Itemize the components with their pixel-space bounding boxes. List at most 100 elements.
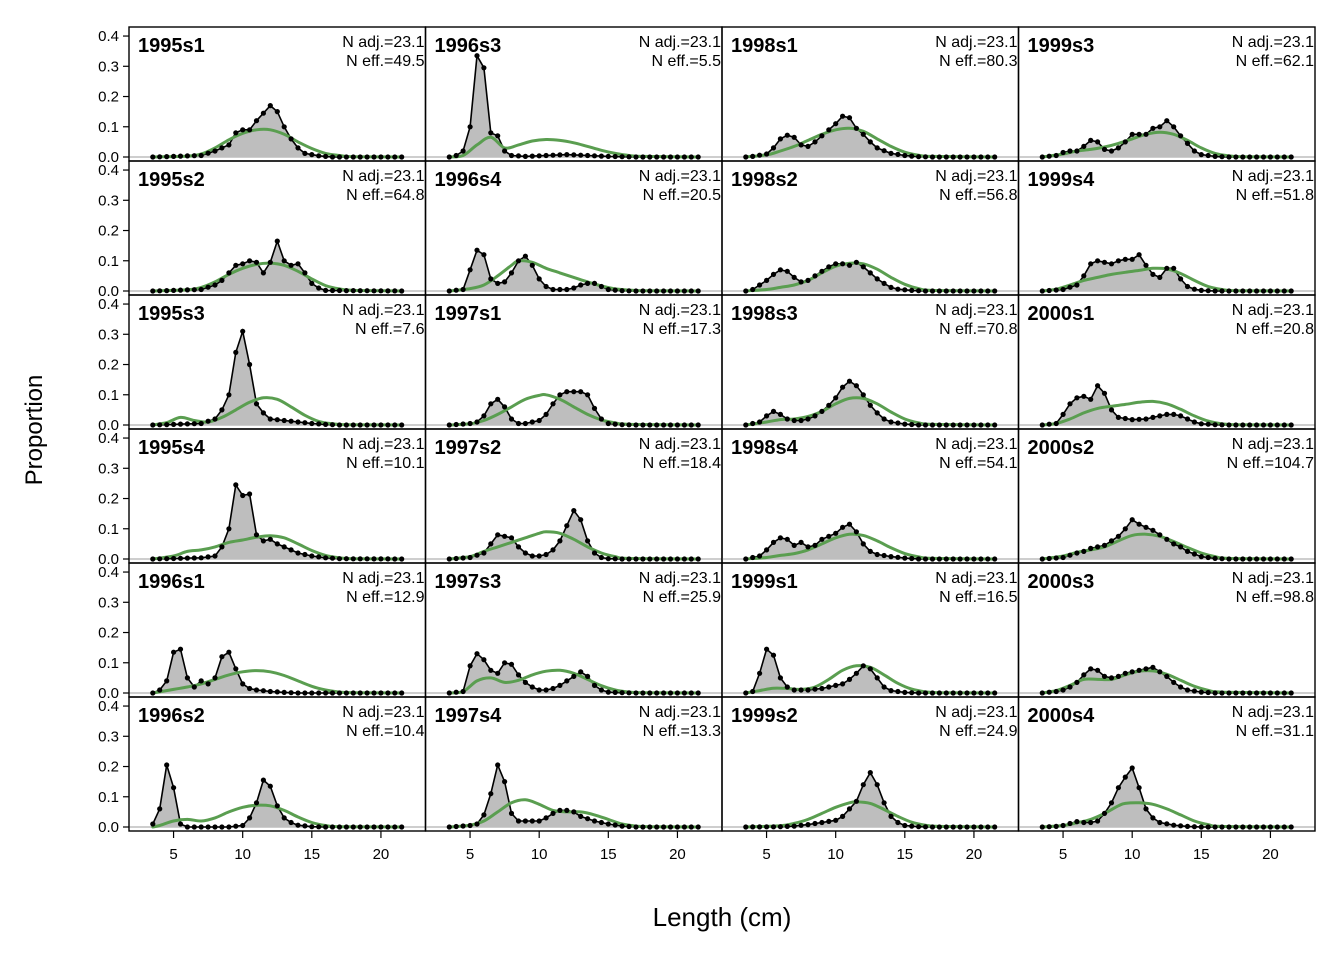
observed-point (446, 154, 452, 160)
observed-point (557, 807, 563, 814)
observed-point (1067, 684, 1073, 690)
observed-point (688, 288, 694, 294)
observed-point (1226, 288, 1232, 294)
observed-point (564, 389, 570, 395)
observed-point (1074, 679, 1080, 686)
observed-point (1205, 689, 1211, 696)
observed-point (481, 812, 487, 818)
observed-point (233, 482, 239, 488)
observed-point (985, 690, 991, 696)
observed-point (750, 286, 756, 293)
observed-point (288, 690, 294, 696)
observed-point (1226, 824, 1232, 830)
observed-point (233, 262, 239, 268)
panel-1996s4: 1996s4 N adj.=23.1 N eff.=20.5 (424, 160, 723, 296)
observed-point (1143, 131, 1149, 137)
n-eff-label: N eff.=56.8 (939, 187, 1018, 204)
observed-point (909, 287, 915, 293)
observed-point (1212, 422, 1218, 428)
observed-point (633, 690, 639, 696)
observed-point (888, 688, 894, 694)
observed-point (654, 556, 660, 562)
x-tick-label: 10 (1124, 846, 1141, 863)
x-axis-label: Length (cm) (653, 902, 792, 932)
observed-point (833, 817, 839, 823)
observed-point (515, 818, 522, 824)
observed-point (971, 422, 977, 428)
observed-point (1046, 421, 1052, 427)
n-adj-label: N adj.=23.1 (342, 436, 424, 453)
observed-point (1039, 288, 1045, 294)
observed-point (770, 824, 777, 830)
observed-point (177, 287, 184, 293)
observed-point (853, 383, 860, 389)
observed-point (371, 556, 377, 562)
observed-point (288, 136, 294, 142)
observed-point (350, 154, 356, 160)
observed-point (1081, 819, 1087, 826)
observed-point (253, 401, 260, 407)
panel-1997s1: 1997s1 N adj.=23.1 N eff.=17.3 (424, 294, 723, 430)
observed-point (867, 666, 873, 672)
observed-point (184, 824, 190, 830)
observed-point (1233, 690, 1239, 696)
observed-point (916, 556, 922, 562)
y-tick-label: 0.2 (98, 759, 119, 776)
observed-point (191, 684, 197, 690)
expected-curve (744, 396, 997, 427)
panel-title: 1999s3 (1028, 35, 1095, 57)
observed-point (205, 418, 211, 424)
observed-point (1088, 666, 1094, 672)
observed-point (1184, 823, 1191, 830)
observed-point (640, 690, 646, 696)
y-tick-label: 0.2 (98, 89, 119, 106)
observed-point (902, 152, 908, 159)
observed-point (978, 422, 984, 428)
observed-point (1095, 258, 1101, 264)
observed-point (253, 118, 260, 124)
observed-point (1281, 690, 1287, 696)
observed-point (1184, 283, 1191, 290)
observed-point (1219, 288, 1225, 294)
expected-curve (744, 532, 997, 561)
observed-point (205, 824, 211, 830)
observed-point (922, 422, 929, 428)
observed-point (453, 823, 459, 830)
observed-point (522, 253, 529, 259)
observed-point (316, 824, 322, 830)
observed-point (578, 389, 584, 395)
observed-point (791, 542, 797, 549)
observed-point (674, 556, 681, 562)
observed-point (1115, 258, 1121, 264)
observed-point (184, 287, 190, 293)
observed-point (888, 150, 894, 156)
observed-point (647, 288, 653, 294)
observed-point (1254, 422, 1260, 428)
observed-point (267, 416, 273, 422)
observed-point (881, 800, 887, 806)
observed-point (619, 288, 625, 294)
observed-point (853, 798, 860, 804)
observed-point (743, 154, 749, 160)
observed-point (1108, 800, 1115, 806)
observed-point (612, 689, 618, 696)
observed-point (612, 421, 618, 427)
observed-point (150, 288, 156, 294)
observed-point (674, 690, 681, 696)
observed-point (205, 150, 211, 156)
observed-point (612, 287, 618, 293)
observed-point (267, 688, 273, 695)
observed-point (1281, 556, 1287, 562)
observed-point (598, 283, 605, 290)
observed-point (1150, 815, 1156, 821)
observed-point (371, 422, 377, 428)
observed-point (474, 821, 480, 827)
observed-point (791, 274, 797, 280)
x-tick-label: 10 (234, 846, 251, 863)
observed-point (902, 555, 908, 561)
observed-point (640, 824, 646, 830)
observed-point (392, 690, 398, 696)
observed-point (922, 556, 929, 562)
observed-point (929, 422, 936, 428)
x-tick-label: 10 (531, 846, 548, 863)
